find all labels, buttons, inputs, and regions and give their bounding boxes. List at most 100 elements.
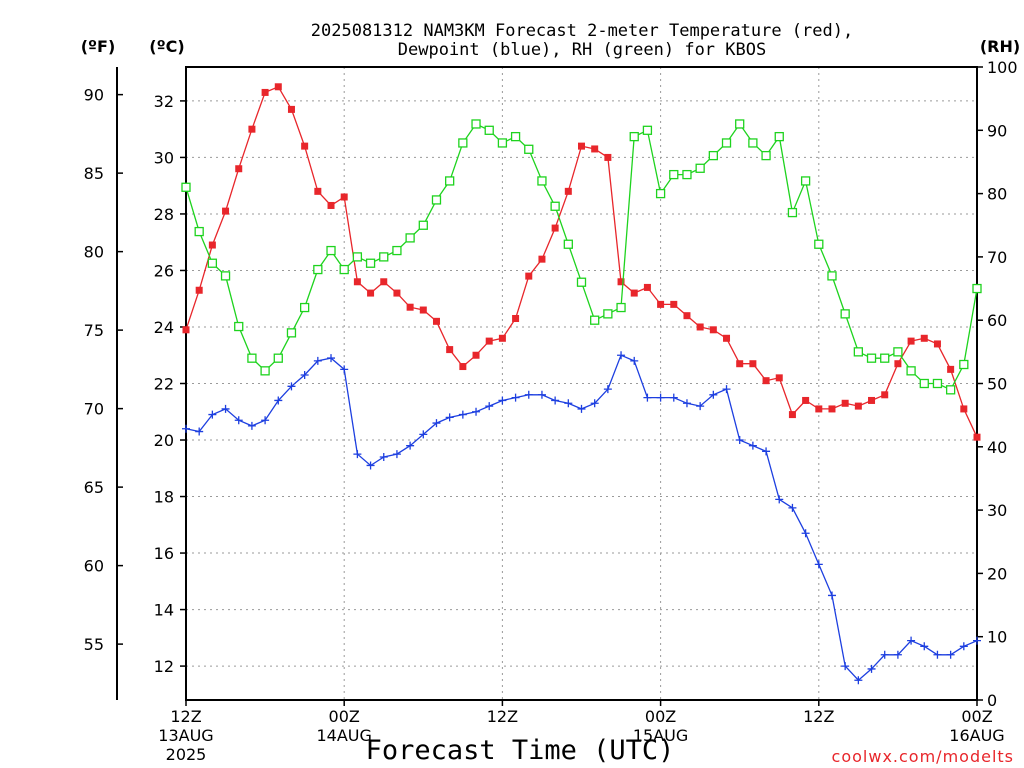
axes bbox=[116, 66, 983, 706]
rh-point bbox=[326, 245, 336, 256]
rh-point bbox=[484, 125, 494, 135]
rh-point bbox=[194, 226, 204, 237]
dewpoint-point bbox=[762, 447, 771, 456]
dewpoint-point bbox=[867, 664, 876, 673]
dewpoint-point bbox=[617, 351, 626, 360]
dewpoint-point bbox=[788, 503, 797, 512]
temperature-point bbox=[353, 278, 361, 286]
dewpoint-point bbox=[973, 636, 981, 645]
rh-unit-label: (RH) bbox=[980, 37, 1020, 56]
dewpoint-point bbox=[643, 393, 652, 402]
rh-point bbox=[880, 353, 890, 363]
rh-point bbox=[299, 302, 310, 313]
dewpoint-point bbox=[656, 393, 665, 402]
temperature-point bbox=[749, 360, 757, 368]
rh-point bbox=[405, 233, 415, 243]
temperature-point bbox=[617, 278, 625, 286]
dewpoint-point bbox=[630, 356, 639, 365]
rh-point bbox=[919, 378, 929, 389]
rh-point bbox=[603, 309, 613, 319]
temperature-point bbox=[868, 396, 876, 404]
dewpoint-point bbox=[907, 636, 916, 645]
dewpoint-point bbox=[353, 450, 362, 459]
temperature-point bbox=[327, 201, 335, 209]
rh-point bbox=[550, 201, 560, 211]
celsius-tick-label: 32 bbox=[154, 92, 174, 111]
fahrenheit-tick-label: 85 bbox=[84, 164, 104, 183]
fahrenheit-tick-label: 60 bbox=[84, 557, 104, 576]
dewpoint-point bbox=[182, 424, 190, 433]
rh-point bbox=[866, 353, 877, 363]
temperature-point bbox=[551, 224, 559, 232]
temperature-point bbox=[933, 340, 941, 348]
temperature-point bbox=[432, 317, 440, 325]
rh-point bbox=[590, 315, 600, 325]
dewpoint-point bbox=[603, 385, 612, 394]
dewpoint-point bbox=[827, 591, 836, 600]
rh-point bbox=[735, 119, 745, 129]
rh-tick-label: 90 bbox=[987, 121, 1007, 140]
rh-point bbox=[708, 150, 718, 161]
dewpoint-point bbox=[300, 371, 309, 380]
fahrenheit-tick-label: 90 bbox=[84, 86, 104, 105]
fahrenheit-tick-label: 70 bbox=[84, 400, 104, 419]
dewpoint-point bbox=[195, 427, 204, 436]
x-tick-label-time: 12Z bbox=[170, 707, 201, 726]
temperature-point bbox=[920, 334, 928, 342]
rh-point bbox=[959, 359, 969, 370]
temperature-point bbox=[696, 323, 704, 331]
temperature-point bbox=[485, 337, 493, 345]
fahrenheit-tick-label: 55 bbox=[84, 635, 104, 654]
temperature-point bbox=[604, 153, 612, 161]
rh-series bbox=[181, 119, 982, 395]
x-tick-label-time: 12Z bbox=[803, 707, 834, 726]
rh-point bbox=[510, 131, 521, 142]
dewpoint-point bbox=[366, 461, 375, 470]
dewpoint-point bbox=[498, 396, 507, 405]
x-tick-label-time: 00Z bbox=[645, 707, 676, 726]
rh-point bbox=[379, 252, 389, 262]
temperature-point bbox=[222, 207, 230, 215]
data-series bbox=[181, 83, 982, 685]
dewpoint-point bbox=[920, 642, 929, 651]
temperature-point bbox=[775, 374, 783, 382]
dewpoint-point bbox=[234, 416, 243, 425]
temperature-point bbox=[828, 405, 836, 413]
rh-tick-label: 0 bbox=[987, 691, 997, 710]
rh-point bbox=[339, 264, 349, 275]
fahrenheit-unit-label: (ºF) bbox=[81, 37, 116, 56]
rh-point bbox=[458, 138, 468, 148]
rh-point bbox=[273, 353, 283, 363]
dewpoint-point bbox=[511, 393, 520, 402]
temperature-point bbox=[643, 283, 651, 291]
dewpoint-point bbox=[841, 662, 850, 671]
dewpoint-point bbox=[748, 441, 757, 450]
dewpoint-point bbox=[577, 404, 586, 413]
celsius-tick-label: 20 bbox=[154, 431, 174, 450]
rh-point bbox=[234, 321, 244, 332]
rh-tick-label: 50 bbox=[987, 375, 1007, 394]
temperature-point bbox=[274, 83, 282, 91]
x-tick-label-year: 2025 bbox=[166, 745, 207, 764]
rh-point bbox=[893, 347, 903, 357]
dewpoint-point bbox=[247, 421, 256, 430]
tick-labels: 12 14 16 18 20 22 24 26 28 30 32 55 60 65 70 75 80 85 90 0 1… bbox=[84, 58, 1018, 764]
rh-point bbox=[827, 271, 837, 281]
rh-point bbox=[431, 195, 442, 205]
dewpoint-point bbox=[564, 399, 573, 408]
temperature-point bbox=[788, 411, 796, 419]
dewpoint-point bbox=[933, 650, 942, 659]
rh-point bbox=[972, 283, 982, 294]
dewpoint-point bbox=[722, 385, 731, 394]
dewpoint-point bbox=[775, 495, 784, 504]
celsius-unit-label: (ºC) bbox=[149, 37, 184, 56]
dewpoint-point bbox=[472, 407, 481, 416]
chart-title-line1: 2025081312 NAM3KM Forecast 2-meter Tempe… bbox=[311, 21, 853, 41]
dewpoint-series bbox=[182, 351, 981, 685]
dewpoint-point bbox=[419, 430, 428, 439]
rh-point bbox=[945, 385, 956, 395]
temperature-point bbox=[973, 433, 981, 441]
celsius-tick-label: 22 bbox=[154, 375, 174, 394]
temperature-point bbox=[459, 363, 467, 371]
temperature-point bbox=[512, 315, 520, 323]
